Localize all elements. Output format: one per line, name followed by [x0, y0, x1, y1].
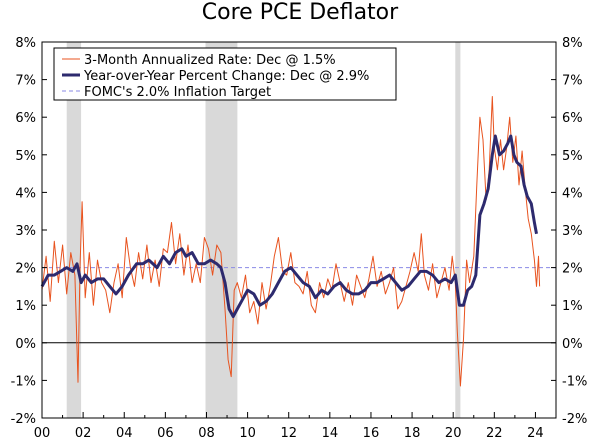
y-tick-label-right: -2% — [562, 412, 587, 427]
x-tick-labels: 00 02 04 06 08 10 12 14 16 18 20 22 24 — [34, 426, 544, 441]
y-tick-label-left: 0% — [15, 337, 36, 352]
y-tick-label-right: 8% — [562, 36, 583, 51]
x-tick-label: 14 — [322, 426, 339, 441]
x-tick-label: 12 — [280, 426, 297, 441]
y-tick-label-left: 8% — [15, 36, 36, 51]
recession-band-0 — [66, 42, 82, 418]
x-tick-label: 18 — [404, 426, 421, 441]
y-tick-label-left: 7% — [15, 74, 36, 89]
x-tick-label: 24 — [527, 426, 544, 441]
x-tick-label: 20 — [445, 426, 462, 441]
x-tick-label: 06 — [157, 426, 174, 441]
y-tick-label-right: 6% — [562, 111, 583, 126]
chart-title: Core PCE Deflator — [202, 0, 399, 25]
y-tick-label-right: 3% — [562, 224, 583, 239]
y-tick-label-left: 1% — [15, 299, 36, 314]
axis-ticks — [41, 41, 556, 419]
y-tick-labels-left: -2% -1% 0% 1% 2% 3% 4% 5% 6% 7% 8% — [11, 36, 36, 427]
series-lines — [40, 96, 556, 387]
recession-band-2 — [455, 42, 461, 418]
legend-label-3month: 3-Month Annualized Rate: Dec @ 1.5% — [84, 53, 336, 68]
y-tick-label-right: 4% — [562, 186, 583, 201]
y-tick-label-left: -2% — [11, 412, 36, 427]
legend-box — [53, 47, 397, 101]
x-tick-label: 04 — [116, 426, 133, 441]
series-line-1 — [40, 134, 538, 318]
y-tick-label-right: 5% — [562, 149, 583, 164]
x-tick-label: 02 — [75, 426, 92, 441]
y-tick-label-left: 6% — [15, 111, 36, 126]
y-tick-label-right: -1% — [562, 374, 587, 389]
x-tick-label: 10 — [239, 426, 256, 441]
y-tick-label-right: 1% — [562, 299, 583, 314]
x-tick-label: 00 — [34, 426, 51, 441]
y-tick-labels-right: -2% -1% 0% 1% 2% 3% 4% 5% 6% 7% 8% — [562, 36, 587, 427]
legend: 3-Month Annualized Rate: Dec @ 1.5% Year… — [53, 47, 397, 101]
y-tick-label-left: 3% — [15, 224, 36, 239]
y-tick-label-left: 4% — [15, 186, 36, 201]
y-tick-label-right: 7% — [562, 74, 583, 89]
y-tick-label-left: -1% — [11, 374, 36, 389]
x-tick-label: 16 — [363, 426, 380, 441]
x-tick-label: 08 — [198, 426, 215, 441]
y-tick-label-left: 2% — [15, 262, 36, 277]
y-tick-label-right: 2% — [562, 262, 583, 277]
y-tick-label-right: 0% — [562, 337, 583, 352]
legend-label-target: FOMC's 2.0% Inflation Target — [84, 85, 271, 100]
x-tick-label: 22 — [486, 426, 503, 441]
y-tick-label-left: 5% — [15, 149, 36, 164]
legend-label-yoy: Year-over-Year Percent Change: Dec @ 2.9… — [83, 69, 369, 84]
